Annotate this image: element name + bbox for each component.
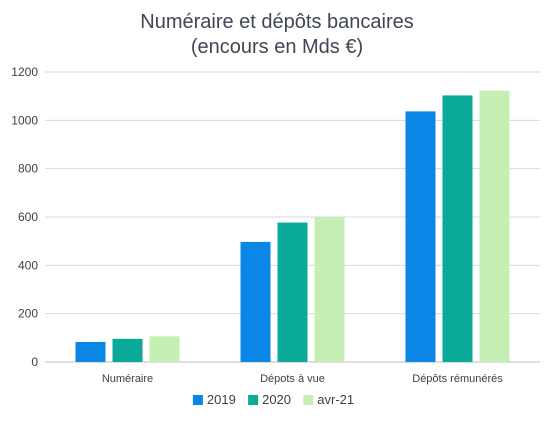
legend-swatch-2020 — [248, 395, 259, 405]
bar-2020-0 — [112, 338, 143, 362]
legend-label-2019: 2019 — [207, 392, 236, 407]
chart-title-line-2: (encours en Mds €) — [191, 36, 363, 58]
chart-title-line-1: Numéraire et dépôts bancaires — [140, 11, 413, 33]
bar-2019-2 — [405, 111, 436, 363]
legend-swatch-2019 — [192, 395, 203, 405]
y-axis-ticks: 0 200 400 600 800 1000 1200 — [11, 65, 38, 369]
y-tick-label: 800 — [18, 162, 38, 176]
legend: 2019 2020 avr-21 — [192, 392, 354, 407]
bar-avr-21-0 — [149, 336, 180, 362]
bar-2019-1 — [240, 241, 271, 362]
x-category-label: Dépôts rémunérés — [412, 373, 503, 385]
y-tick-label: 600 — [18, 210, 38, 224]
y-tick-label: 1000 — [11, 113, 38, 127]
bar-avr-21-1 — [314, 217, 345, 362]
y-tick-label: 1200 — [11, 65, 38, 79]
y-tick-label: 0 — [31, 355, 38, 369]
bar-avr-21-2 — [479, 90, 510, 362]
bar-2020-1 — [277, 222, 308, 362]
legend-swatch-avr-21 — [303, 395, 314, 405]
x-axis-category-labels: Numéraire Dépots à vue Dépôts rémunérés — [102, 373, 503, 385]
y-tick-label: 200 — [18, 307, 38, 321]
bars — [75, 90, 510, 363]
legend-label-2020: 2020 — [262, 392, 291, 407]
legend-label-avr-21: avr-21 — [317, 392, 354, 407]
y-tick-label: 400 — [18, 258, 38, 272]
x-category-label: Numéraire — [102, 373, 153, 385]
bar-2019-0 — [75, 341, 106, 362]
x-category-label: Dépots à vue — [260, 373, 325, 385]
bar-2020-2 — [442, 95, 473, 363]
